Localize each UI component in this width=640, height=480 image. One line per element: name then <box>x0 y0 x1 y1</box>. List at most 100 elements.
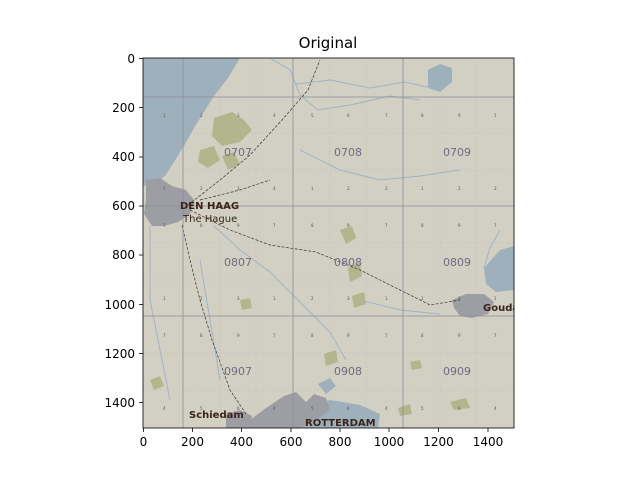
x-tick-label: 1000 <box>374 435 405 449</box>
svg-text:8: 8 <box>421 113 424 118</box>
svg-text:8: 8 <box>421 223 424 228</box>
svg-text:9: 9 <box>347 223 350 228</box>
svg-text:9: 9 <box>237 223 240 228</box>
svg-text:7: 7 <box>385 333 388 338</box>
urban-gouda <box>452 294 494 318</box>
svg-text:8: 8 <box>200 333 203 338</box>
grid-major <box>143 58 514 428</box>
svg-text:4: 4 <box>273 113 276 118</box>
svg-text:7: 7 <box>385 223 388 228</box>
waterways <box>149 58 501 401</box>
svg-text:2: 2 <box>311 296 314 301</box>
svg-text:7: 7 <box>494 223 497 228</box>
svg-text:4: 4 <box>494 406 497 411</box>
svg-text:4: 4 <box>385 406 388 411</box>
place-the-hague: The Hague <box>182 214 237 225</box>
svg-text:7: 7 <box>385 113 388 118</box>
grid-label-0909: 0909 <box>443 365 471 378</box>
place-gouda: Gouda <box>483 303 519 314</box>
svg-text:1: 1 <box>494 113 497 118</box>
vegetation <box>150 112 470 416</box>
map-image: 1 2 3 4 5 6 7 8 9 1 1 2 3 4 1 2 3 1 2 3 7 8 9 7 8 9 7 8 9 7 1 2 3 1 2 3 1… <box>142 57 519 429</box>
svg-text:9: 9 <box>347 333 350 338</box>
y-tick-label: 0 <box>127 52 135 66</box>
svg-text:6: 6 <box>347 406 350 411</box>
svg-text:2: 2 <box>347 186 350 191</box>
svg-text:9: 9 <box>237 333 240 338</box>
y-tick-label: 1200 <box>104 347 135 361</box>
svg-text:8: 8 <box>311 223 314 228</box>
svg-text:9: 9 <box>458 223 461 228</box>
svg-text:8: 8 <box>311 333 314 338</box>
x-tick-label: 1400 <box>473 435 504 449</box>
grid-label-0708: 0708 <box>334 146 362 159</box>
svg-text:1: 1 <box>163 186 166 191</box>
svg-text:1: 1 <box>421 186 424 191</box>
svg-text:5: 5 <box>311 406 314 411</box>
svg-text:3: 3 <box>458 296 461 301</box>
y-axis: 0 200 400 600 800 1000 1200 1400 <box>104 52 143 410</box>
place-rotterdam: ROTTERDAM <box>305 418 376 429</box>
svg-text:9: 9 <box>458 113 461 118</box>
svg-text:1: 1 <box>163 113 166 118</box>
y-tick-label: 1400 <box>104 396 135 410</box>
svg-text:5: 5 <box>421 406 424 411</box>
subgrid-digits: 1 2 3 4 5 6 7 8 9 1 1 2 3 4 1 2 3 1 2 3 7 8 9 7 8 9 7 8 9 7 1 2 3 1 2 3 1… <box>163 113 497 411</box>
y-tick-label: 200 <box>112 101 135 115</box>
svg-text:5: 5 <box>200 406 203 411</box>
x-tick-label: 400 <box>230 435 253 449</box>
y-tick-label: 400 <box>112 150 135 164</box>
svg-text:2: 2 <box>200 296 203 301</box>
svg-text:7: 7 <box>163 223 166 228</box>
y-tick-label: 1000 <box>104 298 135 312</box>
svg-text:3: 3 <box>494 186 497 191</box>
svg-text:2: 2 <box>421 296 424 301</box>
svg-text:1: 1 <box>311 186 314 191</box>
svg-text:2: 2 <box>458 186 461 191</box>
x-tick-label: 0 <box>140 435 148 449</box>
place-den-haag: DEN HAAG <box>180 201 239 212</box>
grid-label-0709: 0709 <box>443 146 471 159</box>
place-schiedam: Schiedam <box>189 410 244 421</box>
y-tick-label: 800 <box>112 248 135 262</box>
svg-text:7: 7 <box>163 333 166 338</box>
svg-text:1: 1 <box>163 296 166 301</box>
grid-label-0809: 0809 <box>443 256 471 269</box>
grid-label-0808: 0808 <box>334 256 362 269</box>
x-axis: 0 200 400 600 800 1000 1200 1400 <box>140 428 504 449</box>
sea-area <box>143 58 240 186</box>
grid-label-0707: 0707 <box>224 146 252 159</box>
x-tick-label: 1200 <box>423 435 454 449</box>
svg-text:4: 4 <box>273 406 276 411</box>
svg-text:1: 1 <box>385 296 388 301</box>
svg-text:8: 8 <box>421 333 424 338</box>
svg-text:6: 6 <box>237 406 240 411</box>
x-tick-label: 800 <box>329 435 352 449</box>
svg-text:2: 2 <box>200 113 203 118</box>
map-frame <box>142 57 515 429</box>
x-tick-label: 200 <box>181 435 204 449</box>
svg-text:3: 3 <box>347 296 350 301</box>
svg-text:4: 4 <box>273 186 276 191</box>
svg-text:3: 3 <box>385 186 388 191</box>
svg-text:6: 6 <box>347 113 350 118</box>
grid-label-0807: 0807 <box>224 256 252 269</box>
grid-minor <box>143 58 514 428</box>
x-tick-label: 600 <box>280 435 303 449</box>
railways <box>181 59 461 415</box>
y-tick-label: 600 <box>112 199 135 213</box>
svg-text:7: 7 <box>273 333 276 338</box>
urban-schiedam <box>226 410 252 428</box>
svg-text:7: 7 <box>273 223 276 228</box>
grid-label-0907: 0907 <box>224 365 252 378</box>
svg-text:7: 7 <box>494 333 497 338</box>
urban-rotterdam <box>250 392 330 428</box>
svg-text:3: 3 <box>237 186 240 191</box>
figure-title: Original <box>299 34 358 52</box>
svg-text:2: 2 <box>200 186 203 191</box>
svg-text:9: 9 <box>458 333 461 338</box>
grid-labels: 0707 0708 0709 0807 0808 0809 0907 0908 … <box>224 146 471 378</box>
urban-den-haag <box>144 178 194 226</box>
lake-north <box>428 64 452 92</box>
